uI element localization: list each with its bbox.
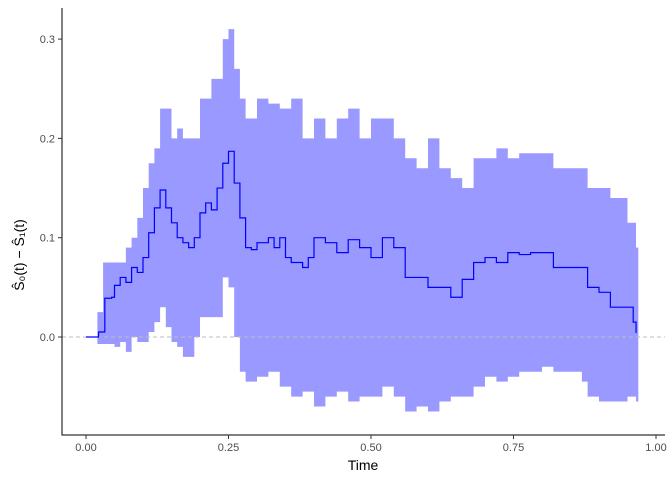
y-tick-label: 0.0 — [40, 332, 55, 344]
y-tick-label: 0.1 — [40, 233, 55, 245]
x-tick-label: 0.75 — [503, 442, 524, 454]
y-tick-label: 0.3 — [40, 34, 55, 46]
x-tick-label: 1.00 — [645, 442, 666, 454]
y-tick-label: 0.2 — [40, 133, 55, 145]
estimate-line — [86, 150, 637, 338]
y-ticks: 0.0 0.1 0.2 0.3 — [40, 34, 62, 344]
confidence-band — [92, 29, 639, 412]
x-tick-label: 0.50 — [360, 442, 381, 454]
estimate-line-layer — [86, 150, 637, 338]
x-tick-label: 0.25 — [218, 442, 239, 454]
y-axis-label: Ŝ₀(t) − Ŝ₁(t) — [11, 219, 27, 291]
x-axis-label: Time — [348, 457, 379, 473]
x-tick-label: 0.00 — [75, 442, 96, 454]
confidence-band-layer — [92, 29, 639, 412]
x-ticks: 0.00 0.25 0.50 0.75 1.00 — [75, 435, 667, 454]
